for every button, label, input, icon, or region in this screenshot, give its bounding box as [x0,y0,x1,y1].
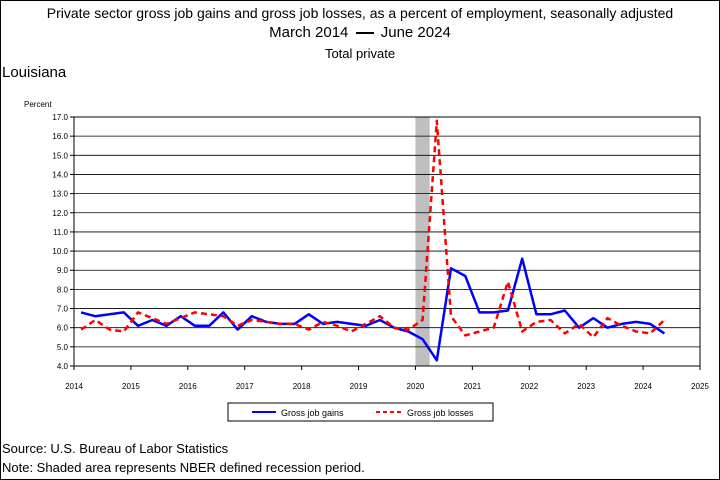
plot-border [73,116,701,367]
date-range-dash [355,32,374,35]
chart-title: Private sector gross job gains and gross… [46,5,674,21]
source-note: Source: U.S. Bureau of Labor Statistics [2,441,229,456]
x-tick-label: 2022 [520,382,538,391]
series-line-gross-job-losses [80,119,666,339]
x-tick-label: 2021 [463,382,481,391]
date-range-start: March 2014 [269,24,349,41]
y-tick-label: 6.0 [57,324,69,333]
series-scope: Total private [324,46,396,61]
legend-box [227,402,494,422]
x-tick-label: 2023 [577,382,595,391]
region-label: Louisiana [2,64,67,81]
y-tick-label: 11.0 [53,228,69,237]
y-tick-label: 4.0 [57,362,69,371]
x-tick-label: 2019 [350,382,368,391]
y-tick-label: 14.0 [52,170,68,179]
y-axis-label: Percent [24,100,52,109]
x-tick-label: 2016 [179,382,197,391]
x-tick-label: 2014 [65,382,83,391]
date-range-end: June 2024 [380,24,451,41]
y-tick-label: 16.0 [52,132,68,141]
chart-subtitle: March 2014 June 2024 [0,24,720,42]
recession-note: Note: Shaded area represents NBER define… [2,460,365,475]
x-tick-label: 2024 [634,382,652,391]
x-tick-label: 2020 [407,382,425,391]
x-tick-label: 2018 [293,382,311,391]
y-tick-label: 9.0 [57,266,69,275]
legend-label-losses: Gross job losses [407,408,474,418]
y-tick-label: 12.0 [52,209,68,218]
y-tick-label: 5.0 [57,343,69,352]
y-tick-label: 17.0 [52,113,68,122]
series-line-gross-job-gains [80,257,666,362]
x-tick-label: 2017 [236,382,254,391]
legend-label-gains: Gross job gains [281,408,344,418]
y-tick-label: 7.0 [57,305,69,314]
x-tick-label: 2025 [691,382,709,391]
recession-shade [415,117,430,366]
y-tick-label: 15.0 [52,151,68,160]
y-tick-label: 10.0 [52,247,68,256]
x-tick-label: 2015 [122,382,140,391]
y-tick-label: 8.0 [57,285,69,294]
y-tick-label: 13.0 [52,190,68,199]
